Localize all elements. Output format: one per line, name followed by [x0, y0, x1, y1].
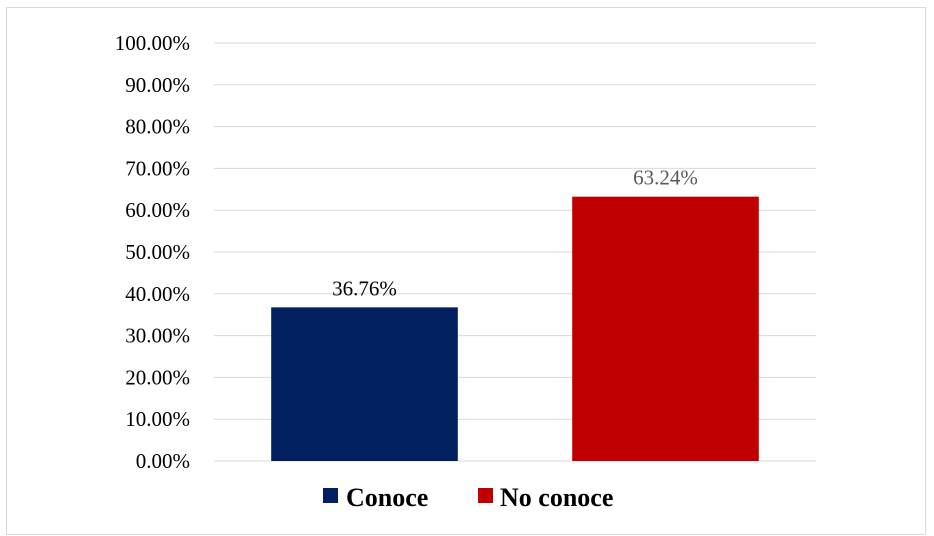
- y-tick-label: 20.00%: [125, 365, 190, 389]
- y-tick-label: 40.00%: [125, 282, 190, 306]
- y-tick-label: 0.00%: [136, 449, 190, 473]
- y-tick-label: 70.00%: [125, 156, 190, 180]
- data-label: 63.24%: [633, 166, 698, 190]
- bars: [271, 196, 759, 461]
- data-label: 36.76%: [332, 276, 397, 300]
- y-tick-label: 50.00%: [125, 240, 190, 264]
- legend-label-conoce: Conoce: [346, 483, 428, 512]
- y-tick-label: 90.00%: [125, 73, 190, 97]
- y-tick-label: 30.00%: [125, 324, 190, 348]
- legend-label-no-conoce: No conoce: [500, 483, 613, 512]
- legend: Conoce No conoce: [323, 483, 613, 512]
- data-labels: 36.76% 63.24%: [332, 166, 698, 301]
- y-axis-tick-labels: 0.00% 10.00% 20.00% 30.00% 40.00% 50.00% 60.00…: [115, 31, 190, 473]
- legend-swatch-conoce: [323, 488, 338, 503]
- bar-conoce: [271, 307, 458, 461]
- y-tick-label: 60.00%: [125, 198, 190, 222]
- y-tick-label: 100.00%: [115, 31, 190, 55]
- chart-frame: [6, 7, 926, 535]
- y-tick-label: 80.00%: [125, 115, 190, 139]
- y-tick-label: 10.00%: [125, 407, 190, 431]
- bar-no-conoce: [572, 196, 759, 461]
- legend-swatch-no-conoce: [478, 488, 493, 503]
